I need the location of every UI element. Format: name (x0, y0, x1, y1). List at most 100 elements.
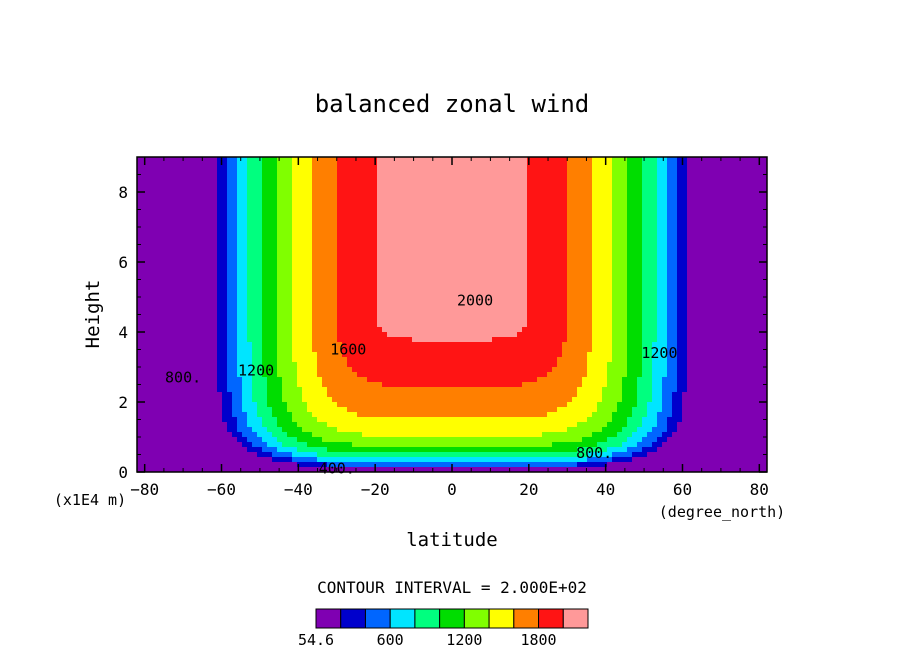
contour-cell (442, 217, 448, 223)
contour-cell (272, 437, 278, 443)
contour-cell (352, 217, 358, 223)
contour-cell (277, 307, 283, 313)
contour-cell (452, 447, 458, 453)
contour-cell (327, 157, 333, 163)
contour-cell (352, 302, 358, 308)
contour-cell (377, 292, 383, 298)
contour-cell (342, 262, 348, 268)
contour-cell (407, 457, 413, 463)
contour-cell (202, 307, 208, 313)
contour-cell (307, 232, 313, 238)
contour-cell (312, 467, 318, 472)
contour-cell (462, 297, 468, 303)
contour-cell (262, 302, 268, 308)
contour-cell (422, 377, 428, 383)
contour-cell (432, 212, 438, 218)
contour-cell (282, 332, 288, 338)
contour-cell (207, 417, 213, 423)
contour-cell (312, 357, 318, 363)
contour-cell (372, 277, 378, 283)
contour-cell (372, 192, 378, 198)
contour-cell (372, 442, 378, 448)
contour-cell (222, 382, 228, 388)
contour-cell (192, 192, 198, 198)
contour-cell (372, 272, 378, 278)
contour-cell (247, 287, 253, 293)
contour-cell (292, 182, 298, 188)
contour-cell (402, 422, 408, 428)
contour-cell (357, 377, 363, 383)
contour-cell (247, 172, 253, 178)
contour-cell (422, 442, 428, 448)
contour-cell (492, 462, 498, 468)
contour-cell (332, 287, 338, 293)
contour-cell (307, 342, 313, 348)
contour-cell (487, 452, 493, 458)
contour-cell (222, 172, 228, 178)
contour-cell (382, 337, 388, 343)
contour-cell (157, 202, 163, 208)
contour-cell (142, 332, 148, 338)
contour-cell (172, 352, 178, 358)
contour-cell (437, 167, 443, 173)
contour-cell (352, 182, 358, 188)
contour-cell (427, 297, 433, 303)
contour-cell (212, 387, 218, 393)
contour-cell (522, 442, 528, 448)
contour-cell (252, 382, 258, 388)
contour-cell (457, 187, 463, 193)
contour-cell (267, 442, 273, 448)
contour-cell (142, 412, 148, 418)
contour-cell (287, 162, 293, 168)
contour-cell (397, 357, 403, 363)
contour-cell (207, 367, 213, 373)
contour-cell (272, 422, 278, 428)
contour-cell (312, 272, 318, 278)
contour-cell (302, 442, 308, 448)
contour-cell (372, 262, 378, 268)
contour-cell (162, 382, 168, 388)
contour-cell (512, 457, 518, 463)
contour-cell (422, 297, 428, 303)
contour-cell (472, 412, 478, 418)
contour-cell (472, 437, 478, 443)
contour-cell (357, 217, 363, 223)
contour-cell (397, 302, 403, 308)
contour-cell (522, 232, 528, 238)
contour-cell (387, 322, 393, 328)
contour-cell (527, 307, 533, 313)
contour-cell (147, 317, 153, 323)
contour-cell (302, 322, 308, 328)
contour-cell (292, 227, 298, 233)
contour-cell (212, 242, 218, 248)
contour-cell (187, 322, 193, 328)
contour-cell (437, 257, 443, 263)
contour-cell (492, 287, 498, 293)
contour-cell (157, 322, 163, 328)
contour-cell (462, 287, 468, 293)
contour-cell (272, 397, 278, 403)
contour-cell (212, 307, 218, 313)
contour-cell (392, 262, 398, 268)
contour-cell (202, 357, 208, 363)
contour-cell (302, 302, 308, 308)
contour-cell (422, 302, 428, 308)
contour-cell (387, 212, 393, 218)
contour-cell (307, 457, 313, 463)
contour-cell (277, 342, 283, 348)
contour-cell (137, 332, 143, 338)
contour-cell (337, 187, 343, 193)
contour-cell (337, 292, 343, 298)
contour-cell (167, 222, 173, 228)
contour-cell (487, 307, 493, 313)
contour-cell (397, 182, 403, 188)
contour-cell (327, 167, 333, 173)
contour-cell (202, 272, 208, 278)
contour-cell (377, 382, 383, 388)
contour-cell (292, 167, 298, 173)
contour-cell (247, 227, 253, 233)
contour-cell (172, 347, 178, 353)
contour-cell (337, 457, 343, 463)
contour-cell (262, 202, 268, 208)
contour-cell (332, 437, 338, 443)
